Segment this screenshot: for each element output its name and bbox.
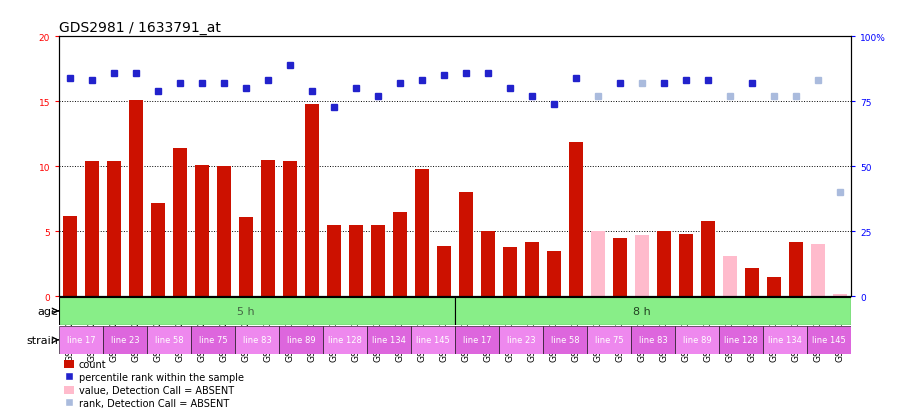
Bar — [129, 101, 143, 297]
Bar — [587, 326, 631, 354]
Bar — [763, 326, 807, 354]
Bar — [191, 326, 235, 354]
Bar — [744, 268, 759, 297]
Bar — [547, 252, 561, 297]
Text: line 128: line 128 — [724, 335, 758, 344]
Bar — [635, 236, 649, 297]
Bar — [612, 238, 627, 297]
Bar — [499, 326, 543, 354]
Bar — [503, 247, 517, 297]
Bar — [279, 326, 323, 354]
Text: line 58: line 58 — [551, 335, 580, 344]
Text: line 134: line 134 — [768, 335, 802, 344]
Bar — [261, 161, 275, 297]
Bar — [371, 225, 385, 297]
Bar — [63, 216, 77, 297]
Bar — [147, 326, 191, 354]
Bar — [525, 242, 539, 297]
Bar — [455, 297, 851, 325]
Bar — [455, 326, 499, 354]
Bar — [543, 326, 587, 354]
Bar — [173, 149, 187, 297]
Text: line 145: line 145 — [416, 335, 450, 344]
Bar — [789, 242, 803, 297]
Text: line 23: line 23 — [111, 335, 139, 344]
Bar — [723, 256, 737, 297]
Bar — [811, 245, 825, 297]
Bar — [327, 225, 341, 297]
Bar — [239, 218, 253, 297]
Bar — [195, 166, 209, 297]
Bar — [569, 142, 583, 297]
Bar — [107, 162, 121, 297]
Text: line 58: line 58 — [155, 335, 184, 344]
Text: line 23: line 23 — [507, 335, 535, 344]
Bar — [631, 326, 675, 354]
Bar — [59, 297, 455, 325]
Bar — [480, 232, 495, 297]
Bar — [675, 326, 719, 354]
Text: GDS2981 / 1633791_at: GDS2981 / 1633791_at — [59, 21, 221, 35]
Bar — [393, 212, 407, 297]
Bar — [283, 162, 298, 297]
Bar — [151, 203, 166, 297]
Text: line 83: line 83 — [243, 335, 271, 344]
Bar — [701, 221, 715, 297]
Bar — [833, 294, 847, 297]
Bar — [59, 326, 103, 354]
Text: line 75: line 75 — [594, 335, 623, 344]
Bar — [349, 225, 363, 297]
Text: line 145: line 145 — [812, 335, 845, 344]
Bar — [411, 326, 455, 354]
Bar — [85, 162, 99, 297]
Bar — [367, 326, 411, 354]
Bar — [459, 193, 473, 297]
Text: line 89: line 89 — [682, 335, 712, 344]
Legend: count, percentile rank within the sample, value, Detection Call = ABSENT, rank, : count, percentile rank within the sample… — [64, 359, 244, 408]
Text: 8 h: 8 h — [633, 306, 651, 316]
Text: line 83: line 83 — [639, 335, 667, 344]
Text: 5 h: 5 h — [238, 306, 255, 316]
Bar — [807, 326, 851, 354]
Bar — [323, 326, 367, 354]
Text: age: age — [37, 306, 58, 316]
Text: line 134: line 134 — [372, 335, 406, 344]
Text: line 128: line 128 — [329, 335, 362, 344]
Bar — [103, 326, 147, 354]
Text: line 17: line 17 — [66, 335, 96, 344]
Bar — [719, 326, 763, 354]
Bar — [657, 232, 671, 297]
Bar — [437, 246, 451, 297]
Text: line 17: line 17 — [462, 335, 491, 344]
Text: strain: strain — [26, 335, 58, 345]
Bar — [591, 232, 605, 297]
Bar — [679, 235, 693, 297]
Bar — [305, 104, 319, 297]
Bar — [235, 326, 279, 354]
Bar — [217, 167, 231, 297]
Bar — [415, 170, 430, 297]
Text: line 75: line 75 — [198, 335, 228, 344]
Bar — [767, 277, 781, 297]
Text: line 89: line 89 — [287, 335, 316, 344]
